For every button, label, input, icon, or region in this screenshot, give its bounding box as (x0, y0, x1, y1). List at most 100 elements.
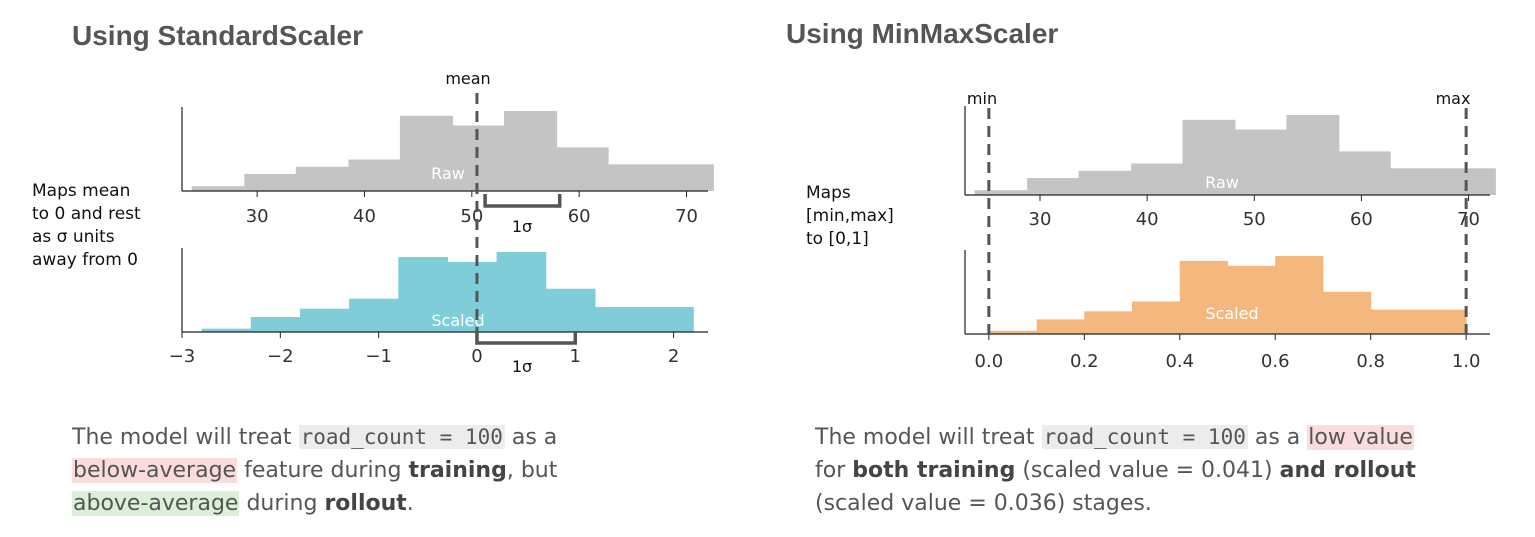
series-label: Scaled (431, 311, 484, 330)
bracket-shape (475, 331, 578, 345)
min-label: min (967, 89, 997, 108)
histogram-bar (1390, 168, 1444, 195)
histogram-bar (1182, 119, 1236, 195)
histogram-bar (1227, 265, 1276, 335)
histogram-bar (300, 308, 350, 332)
x-tick-label: 0.2 (1070, 351, 1099, 372)
histogram-bar (244, 174, 297, 191)
x-tick-label: 30 (246, 206, 269, 227)
x-tick-label: 60 (568, 206, 591, 227)
caption-text: as a (504, 425, 558, 450)
x-tick-label: 1.0 (1452, 351, 1481, 372)
histogram-bar (504, 111, 558, 191)
x-tick-label: 30 (1029, 209, 1052, 230)
x-tick-label: 40 (353, 206, 376, 227)
x-tick-label: 70 (675, 206, 698, 227)
overlay-layer (475, 93, 1468, 345)
x-tick-label: 50 (460, 206, 483, 227)
note-line: Maps (806, 183, 851, 203)
caption-text: (scaled value = 0.041) (1015, 458, 1280, 483)
note-line: to 0 and rest (32, 204, 141, 224)
histogram-bar (452, 125, 505, 191)
caption-text: The model will treat (815, 425, 1042, 450)
x-tick-label: −2 (267, 346, 294, 367)
x-tick-label: 0.0 (975, 351, 1004, 372)
series-label: Raw (1205, 173, 1239, 192)
bracket-shape (483, 194, 562, 208)
x-tick-label: 40 (1136, 209, 1159, 230)
sigma-label-bottom: 1σ (512, 357, 532, 376)
histogram-bar (608, 164, 662, 191)
histogram-bar (556, 147, 609, 191)
mean-label: mean (445, 69, 490, 88)
x-tick-label: 60 (1350, 209, 1373, 230)
histogram-bar (250, 317, 301, 332)
standard-scaler-caption: The model will treat road_count = 100 as… (72, 421, 672, 520)
note-line: Maps mean (32, 181, 131, 201)
note-line: to [0,1] (806, 229, 869, 249)
histogram-bar (191, 186, 245, 191)
max-label: max (1436, 89, 1471, 108)
series-label: Raw (431, 164, 465, 183)
histogram-bar (545, 288, 596, 332)
histogram-bar (1286, 115, 1340, 195)
bold-rollout: rollout (324, 491, 407, 516)
histogram-bar (1418, 309, 1467, 334)
histogram-bar (1179, 260, 1228, 334)
standard-scaler-note: Maps mean to 0 and rest as σ units away … (32, 180, 141, 272)
caption-text: . (406, 491, 414, 516)
x-tick-label: 1 (570, 346, 581, 367)
minmax-scaler-caption: The model will treat road_count = 100 as… (815, 421, 1505, 520)
histogram-bar (988, 330, 1038, 335)
highlight-above-average: above-average (72, 491, 240, 516)
caption-text: during (239, 491, 325, 516)
x-tick-label: 0.6 (1261, 351, 1290, 372)
caption-text: The model will treat (72, 425, 299, 450)
x-tick-label: 70 (1457, 209, 1480, 230)
histogram-bar (1132, 301, 1181, 334)
note-line: [min,max] (806, 206, 894, 226)
caption-text: , but (506, 458, 558, 483)
histogram-bar (660, 164, 714, 191)
histogram-bar (1275, 256, 1324, 334)
x-tick-label: −3 (169, 346, 196, 367)
code-snippet: road_count = 100 (1041, 425, 1248, 449)
histogram-bar (349, 298, 399, 332)
histogram-bar (1235, 129, 1287, 195)
histogram-bar (1078, 170, 1132, 195)
minmax-scaler-note: Maps [min,max] to [0,1] (806, 182, 894, 251)
histogram-bar (1036, 319, 1085, 334)
note-line: away from 0 (32, 250, 138, 270)
sigma-bracket-top (483, 194, 562, 208)
histogram-bar (644, 307, 694, 332)
histogram-bar (974, 190, 1028, 195)
x-tick-label: 2 (668, 346, 679, 367)
caption-text: (scaled value = 0.036) stages. (815, 491, 1152, 516)
histogram-bar (398, 257, 448, 332)
x-tick-label: −1 (365, 346, 392, 367)
right-panel-title: Using MinMaxScaler (786, 18, 1059, 49)
histogram-bar (348, 159, 401, 191)
histogram-bar (201, 328, 252, 332)
histogram-bar (594, 307, 645, 332)
x-tick-label: 0.8 (1356, 351, 1385, 372)
sigma-label-top: 1σ (512, 217, 532, 236)
caption-text: as a (1247, 425, 1308, 450)
histogram-bar (399, 115, 453, 191)
bold-and-rollout: and rollout (1279, 458, 1416, 483)
caption-text: for (815, 458, 853, 483)
series-label: Scaled (1205, 304, 1258, 323)
histogram-bar (1370, 309, 1419, 334)
histogram-bar (295, 166, 349, 191)
x-tick-label: 0 (471, 346, 482, 367)
histogram-bar (1323, 291, 1372, 335)
histogram-bar (1338, 151, 1391, 195)
x-tick-label: 0.4 (1165, 351, 1194, 372)
bold-both-training: both training (852, 458, 1016, 483)
x-tick-label: 50 (1243, 209, 1266, 230)
histogram-bar (1027, 178, 1079, 195)
histogram-bar (1084, 311, 1133, 335)
code-snippet: road_count = 100 (298, 425, 505, 449)
bold-training: training (408, 458, 507, 483)
